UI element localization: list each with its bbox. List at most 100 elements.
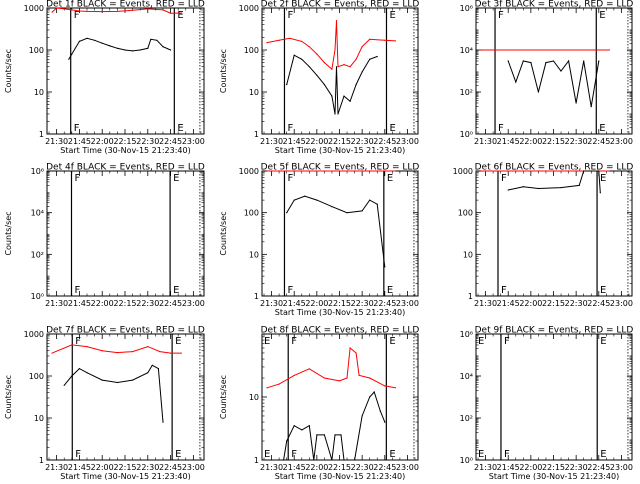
y-axis-label: Counts/sec [219, 211, 228, 255]
y-tick-label: 10² [460, 414, 473, 423]
data-point [71, 9, 73, 11]
data-point [343, 459, 345, 461]
data-point [537, 91, 540, 93]
data-point [266, 42, 268, 44]
data-point [522, 60, 524, 62]
data-point [86, 372, 88, 374]
x-tick-label: 22:15 [328, 299, 351, 308]
data-point [369, 38, 371, 40]
data-point [162, 421, 164, 423]
events-series-line [63, 364, 164, 423]
data-point [331, 95, 333, 97]
marker-label-top: E [389, 10, 395, 21]
data-point [337, 66, 339, 68]
x-tick-label: 21:45 [283, 137, 306, 146]
data-point [68, 58, 70, 60]
panel-title: Det 6f BLACK = Events, RED = LLD [475, 163, 634, 173]
data-point [147, 8, 149, 10]
marker-label-bottom: F [291, 449, 297, 460]
data-point [308, 425, 310, 427]
y-tick-label: 10⁶ [31, 167, 44, 176]
data-point [376, 55, 378, 58]
data-point [358, 374, 360, 376]
plot-frame [46, 7, 205, 135]
data-point [343, 64, 345, 66]
x-tick-label: 23:00 [182, 137, 205, 146]
data-point [132, 50, 134, 52]
marker-label-top: E [478, 336, 484, 347]
x-tick-label: 22:00 [519, 137, 542, 146]
data-point [293, 199, 295, 201]
data-point [301, 429, 303, 431]
y-tick-label: 1 [468, 292, 473, 301]
y-tick-label: 100 [244, 46, 259, 55]
data-point [323, 434, 325, 436]
data-point [394, 170, 396, 172]
data-point [384, 39, 386, 41]
marker-label-bottom: E [264, 449, 270, 460]
x-tick-label: 22:30 [136, 137, 159, 146]
marker-label-bottom: E [175, 449, 181, 460]
detector-panel-6: Det 6f BLACK = Events, RED = LLD 1 10 100 10… [453, 163, 634, 309]
detector-panel-7: Det 7f BLACK = Events, RED = LLD 1 10 100 10… [4, 326, 205, 482]
marker-label-bottom: E [389, 449, 395, 460]
marker-label-top: E [264, 336, 270, 347]
data-point [157, 368, 159, 370]
data-point [266, 170, 268, 172]
x-tick-label: 22:45 [587, 299, 610, 308]
y-tick-label: 10⁰ [460, 130, 473, 139]
y-tick-label: 10⁶ [460, 330, 473, 339]
y-axis-label: Counts/sec [4, 49, 13, 93]
data-point [578, 184, 580, 186]
x-tick-label: 23:00 [396, 137, 419, 146]
x-tick-label: 23:00 [610, 299, 633, 308]
data-point [286, 170, 288, 172]
data-point [78, 368, 80, 370]
marker-label-top: F [287, 173, 293, 184]
x-tick-label: 22:45 [373, 299, 396, 308]
plot-frame [475, 170, 633, 297]
data-point [304, 195, 306, 197]
data-point [560, 70, 562, 72]
events-series-line [508, 170, 601, 193]
plot-frame [46, 333, 205, 461]
data-point [116, 47, 118, 49]
data-point [316, 434, 318, 436]
x-tick-label: 21:30 [474, 137, 497, 146]
panel-title: Det 5f BLACK = Events, RED = LLD [261, 163, 420, 173]
y-tick-label: 1000 [24, 4, 44, 13]
x-tick-label: 22:15 [328, 463, 351, 472]
data-point [323, 377, 325, 379]
x-axis-label: Start Time (30-Nov-15 21:23:40) [60, 472, 190, 480]
y-tick-label: 1000 [453, 167, 473, 176]
data-point [583, 170, 585, 172]
data-point [334, 49, 336, 51]
x-tick-label: 22:45 [373, 463, 396, 472]
y-tick-label: 10 [249, 88, 259, 97]
data-point [116, 381, 118, 384]
marker-label-top: E [600, 173, 606, 184]
x-tick-label: 22:30 [565, 463, 588, 472]
x-tick-label: 21:45 [283, 463, 306, 472]
data-point [286, 84, 288, 86]
panel-title: Det 4f BLACK = Events, RED = LLD [46, 163, 205, 173]
data-point [86, 346, 88, 348]
data-point [71, 375, 73, 377]
data-point [369, 199, 371, 201]
data-point [308, 66, 310, 68]
data-point [162, 9, 164, 11]
x-tick-label: 23:00 [182, 299, 205, 308]
y-tick-label: 10⁴ [31, 209, 44, 218]
data-point [101, 42, 103, 44]
data-point [316, 53, 318, 55]
data-point [338, 170, 341, 172]
data-point [355, 352, 357, 354]
data-point [323, 170, 325, 172]
x-tick-label: 22:00 [91, 137, 114, 146]
data-point [331, 206, 333, 208]
plot-frame [261, 333, 419, 461]
y-tick-label: 100 [244, 209, 259, 218]
x-tick-label: 21:45 [283, 299, 306, 308]
data-point [308, 368, 310, 370]
x-tick-label: 21:30 [260, 463, 283, 472]
